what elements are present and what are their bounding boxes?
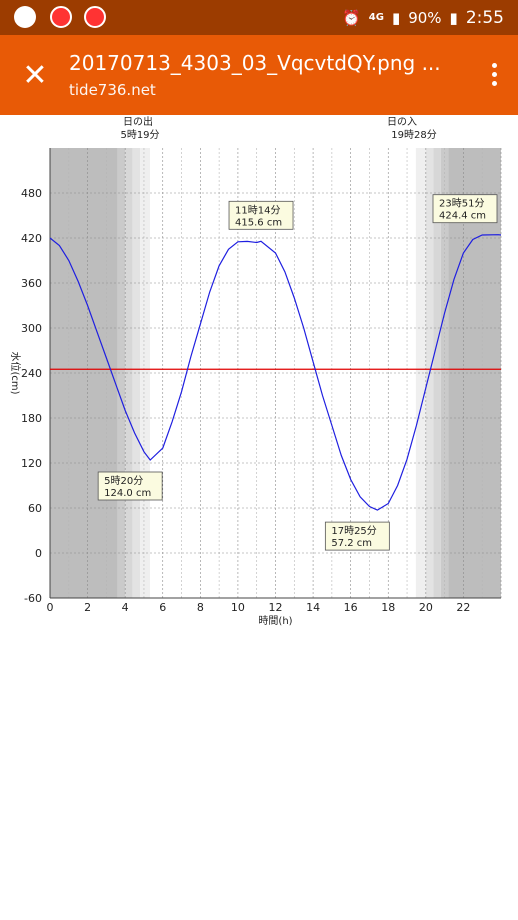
trend-micro-icon bbox=[14, 6, 36, 28]
y-tick-label: 240 bbox=[21, 367, 42, 380]
source-domain: tide736.net bbox=[69, 81, 156, 99]
y-tick-label: 120 bbox=[21, 457, 42, 470]
sunset-time: 19時28分 bbox=[391, 129, 436, 141]
x-tick-label: 6 bbox=[159, 601, 166, 614]
x-tick-label: 0 bbox=[47, 601, 54, 614]
y-tick-label: 420 bbox=[21, 232, 42, 245]
callout-value: 124.0 cm bbox=[104, 488, 151, 499]
battery-percent: 90% bbox=[408, 8, 442, 27]
close-icon[interactable]: ✕ bbox=[22, 58, 48, 93]
clock: 2:55 bbox=[465, 7, 504, 28]
callout-value: 424.4 cm bbox=[439, 211, 486, 222]
x-tick-label: 22 bbox=[456, 601, 470, 614]
y-tick-label: 360 bbox=[21, 277, 42, 290]
network-type: 4G bbox=[368, 12, 384, 23]
y-axis-label: 水位(cm) bbox=[9, 351, 22, 394]
night-shade bbox=[140, 148, 150, 598]
sunrise-label: 日の出 bbox=[123, 115, 153, 128]
night-shade bbox=[415, 148, 426, 598]
battery-icon: ▮ bbox=[449, 8, 458, 27]
sunset-label: 日の入 bbox=[387, 117, 417, 128]
x-tick-label: 8 bbox=[197, 601, 204, 614]
callout-time: 11時14分 bbox=[235, 204, 280, 216]
app-bar: ✕ 20170713_4303_03_VqcvtdQY.png ... tide… bbox=[0, 35, 518, 115]
night-shade bbox=[125, 148, 133, 598]
x-tick-label: 4 bbox=[122, 601, 129, 614]
callout-time: 5時20分 bbox=[104, 475, 143, 487]
extreme-callout bbox=[228, 200, 294, 230]
sync-app-icon bbox=[84, 6, 106, 28]
signal-icon: ▮ bbox=[391, 8, 401, 27]
sunrise-time: 5時19分 bbox=[120, 129, 159, 141]
extreme-callout bbox=[324, 521, 390, 551]
extreme-callout bbox=[97, 471, 163, 501]
status-bar: ⏰ 4G ▮ 90% ▮ 2:55 bbox=[0, 0, 518, 35]
x-tick-label: 2 bbox=[84, 601, 91, 614]
tide-chart-svg: -60 0 60 120 180 240 300 360 420 480 0 2 4 6 8 10 12 14 16… bbox=[9, 115, 502, 627]
tide-curve bbox=[49, 234, 502, 511]
night-shade bbox=[433, 148, 441, 598]
y-tick-label: 480 bbox=[21, 187, 42, 200]
y-tick-label: -60 bbox=[24, 592, 42, 605]
file-title: 20170713_4303_03_VqcvtdQY.png ... bbox=[69, 51, 441, 75]
x-tick-label: 18 bbox=[381, 601, 395, 614]
tide-chart: -60 0 60 120 180 240 300 360 420 480 0 2 4 6 8 10 12 14 16… bbox=[0, 115, 518, 645]
y-tick-label: 0 bbox=[35, 547, 42, 560]
night-shade bbox=[117, 148, 126, 598]
x-tick-label: 10 bbox=[231, 601, 245, 614]
more-vert-icon[interactable] bbox=[490, 63, 498, 89]
x-tick-label: 12 bbox=[269, 601, 283, 614]
x-tick-label: 20 bbox=[419, 601, 433, 614]
y-tick-label: 180 bbox=[21, 412, 42, 425]
callout-value: 415.6 cm bbox=[235, 217, 282, 228]
callout-time: 23時51分 bbox=[439, 198, 484, 210]
extreme-callout bbox=[432, 194, 498, 224]
x-tick-label: 14 bbox=[306, 601, 320, 614]
alarm-icon: ⏰ bbox=[342, 8, 361, 27]
search-app-icon bbox=[50, 6, 72, 28]
callout-value: 57.2 cm bbox=[331, 538, 372, 549]
y-tick-label: 60 bbox=[28, 502, 42, 515]
y-tick-label: 300 bbox=[21, 322, 42, 335]
callout-time: 17時25分 bbox=[331, 525, 376, 537]
x-axis-label: 時間(h) bbox=[258, 615, 292, 627]
night-shade bbox=[132, 148, 141, 598]
x-tick-label: 16 bbox=[344, 601, 358, 614]
